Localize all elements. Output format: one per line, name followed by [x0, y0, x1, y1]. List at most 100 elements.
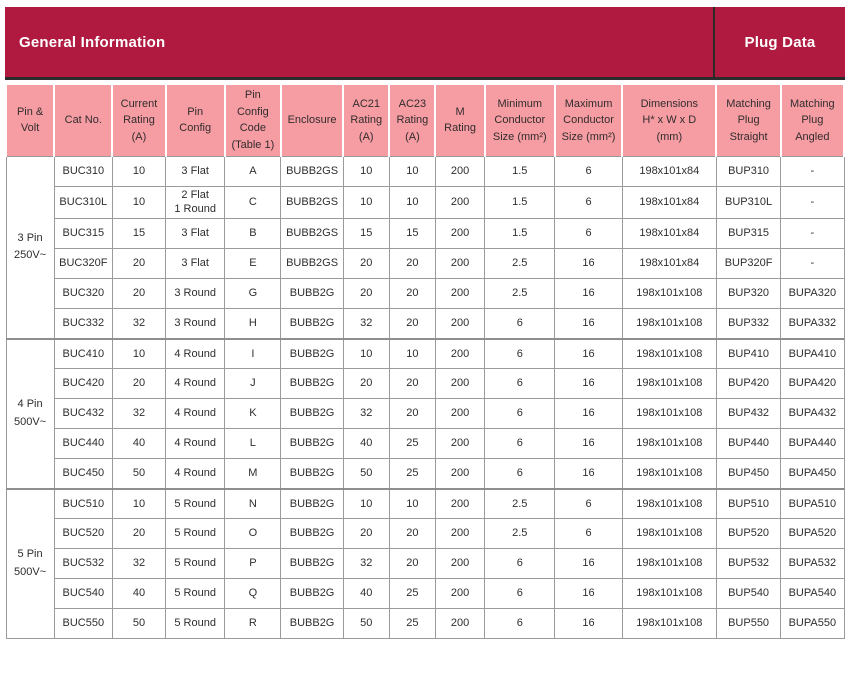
- cell-pin_config_code: O: [224, 518, 282, 550]
- cell-plug_straight: BUP510: [715, 487, 782, 520]
- cell-plug_angled: BUPA532: [780, 548, 845, 580]
- cell-m_rating: 200: [434, 337, 486, 370]
- cell-min_conductor: 1.5: [484, 218, 556, 250]
- cell-plug_straight: BUP310: [715, 155, 782, 187]
- cell-min_conductor: 1.5: [484, 155, 556, 187]
- cell-pin_config: 3 Round: [165, 278, 226, 310]
- cell-cat_no: BUC440: [53, 428, 113, 460]
- cell-dimensions: 198x101x108: [621, 458, 717, 490]
- cell-current_rating: 20: [111, 278, 167, 310]
- cell-plug_angled: BUPA550: [780, 608, 845, 640]
- cell-m_rating: 200: [434, 428, 486, 460]
- cell-ac21: 20: [342, 518, 390, 550]
- cell-m_rating: 200: [434, 458, 486, 490]
- cell-current_rating: 20: [111, 518, 167, 550]
- column-header-max_conductor: Maximum Conductor Size (mm²): [553, 83, 624, 157]
- cell-min_conductor: 6: [484, 458, 556, 490]
- cell-plug_angled: BUPA520: [780, 518, 845, 550]
- cell-ac21: 40: [342, 428, 390, 460]
- cell-min_conductor: 6: [484, 548, 556, 580]
- cell-plug_angled: BUPA450: [780, 458, 845, 490]
- cell-min_conductor: 2.5: [484, 248, 556, 280]
- cell-plug_straight: BUP540: [715, 578, 782, 610]
- cell-dimensions: 198x101x108: [621, 278, 717, 310]
- cell-current_rating: 50: [111, 608, 167, 640]
- cell-pin_config: 5 Round: [165, 608, 226, 640]
- cell-ac23: 20: [388, 518, 436, 550]
- cell-ac23: 15: [388, 218, 436, 250]
- cell-min_conductor: 2.5: [484, 518, 556, 550]
- table-row: BUC310L 10 2 Flat 1 Round C BUBB2GS 10 10 200 1.…: [6, 185, 845, 220]
- cell-dimensions: 198x101x84: [621, 218, 717, 250]
- cell-max_conductor: 16: [554, 608, 623, 640]
- pin-volt-cell: 3 Pin 250V~: [5, 155, 55, 340]
- cell-m_rating: 200: [434, 518, 486, 550]
- cell-ac21: 10: [342, 337, 390, 370]
- cell-cat_no: BUC510: [53, 487, 113, 520]
- table-row: BUC550 50 5 Round R BUBB2G 50 25 200 6 16 198x101x…: [6, 608, 845, 640]
- cell-ac21: 10: [342, 155, 390, 187]
- cell-enclosure: BUBB2G: [280, 518, 344, 550]
- band-divider: [713, 7, 715, 77]
- cell-dimensions: 198x101x108: [621, 398, 717, 430]
- cell-plug_straight: BUP410: [715, 337, 782, 370]
- cell-cat_no: BUC550: [53, 608, 113, 640]
- cell-pin_config_code: B: [224, 218, 282, 250]
- table-row: BUC420 20 4 Round J BUBB2G 20 20 200 6 16 198x101x…: [6, 368, 845, 400]
- cell-ac21: 10: [342, 487, 390, 520]
- plug-data-title: Plug Data: [744, 33, 816, 51]
- cell-max_conductor: 16: [554, 308, 623, 340]
- cell-plug_straight: BUP310L: [715, 185, 782, 220]
- cell-enclosure: BUBB2G: [280, 278, 344, 310]
- cell-pin_config: 2 Flat 1 Round: [165, 185, 226, 220]
- general-information-title: General Information: [19, 33, 166, 51]
- cell-dimensions: 198x101x108: [621, 428, 717, 460]
- cell-dimensions: 198x101x108: [621, 608, 717, 640]
- table-row: BUC532 32 5 Round P BUBB2G 32 20 200 6 16 198x101x…: [6, 548, 845, 580]
- cell-enclosure: BUBB2G: [280, 487, 344, 520]
- cell-max_conductor: 16: [554, 398, 623, 430]
- column-header-pin_config: Pin Config: [164, 83, 226, 157]
- cell-ac23: 10: [388, 487, 436, 520]
- cell-enclosure: BUBB2GS: [280, 155, 344, 187]
- cell-current_rating: 10: [111, 185, 167, 220]
- cell-pin_config_code: I: [224, 337, 282, 370]
- cell-ac23: 20: [388, 548, 436, 580]
- cell-plug_straight: BUP320F: [715, 248, 782, 280]
- column-header-pin_volt: Pin & Volt: [4, 83, 56, 157]
- cell-enclosure: BUBB2G: [280, 608, 344, 640]
- cell-plug_straight: BUP440: [715, 428, 782, 460]
- cell-cat_no: BUC320: [53, 278, 113, 310]
- cell-current_rating: 40: [111, 578, 167, 610]
- cell-ac23: 25: [388, 608, 436, 640]
- cell-min_conductor: 6: [484, 308, 556, 340]
- cell-max_conductor: 6: [554, 155, 623, 187]
- cell-max_conductor: 16: [554, 248, 623, 280]
- table-row: BUC315 15 3 Flat B BUBB2GS 15 15 200 1.5 6 198x101…: [6, 218, 845, 250]
- table-row: BUC320F 20 3 Flat E BUBB2GS 20 20 200 2.5 16 198x1…: [6, 248, 845, 280]
- cell-ac21: 20: [342, 368, 390, 400]
- cell-ac23: 10: [388, 337, 436, 370]
- cell-m_rating: 200: [434, 308, 486, 340]
- cell-pin_config_code: K: [224, 398, 282, 430]
- cell-ac23: 25: [388, 428, 436, 460]
- cell-pin_config: 3 Round: [165, 308, 226, 340]
- cell-cat_no: BUC532: [53, 548, 113, 580]
- cell-min_conductor: 6: [484, 368, 556, 400]
- cell-pin_config_code: C: [224, 185, 282, 220]
- cell-cat_no: BUC310: [53, 155, 113, 187]
- cell-plug_straight: BUP450: [715, 458, 782, 490]
- cell-current_rating: 10: [111, 155, 167, 187]
- cell-min_conductor: 2.5: [484, 278, 556, 310]
- cell-m_rating: 200: [434, 398, 486, 430]
- cell-pin_config: 4 Round: [165, 458, 226, 490]
- cell-current_rating: 20: [111, 248, 167, 280]
- cell-plug_angled: BUPA332: [780, 308, 845, 340]
- cell-ac23: 20: [388, 248, 436, 280]
- cell-plug_angled: -: [780, 185, 845, 220]
- column-header-ac23: AC23 Rating (A): [388, 83, 437, 157]
- cell-pin_config: 4 Round: [165, 428, 226, 460]
- cell-m_rating: 200: [434, 608, 486, 640]
- cell-pin_config_code: G: [224, 278, 282, 310]
- cell-plug_angled: -: [780, 155, 845, 187]
